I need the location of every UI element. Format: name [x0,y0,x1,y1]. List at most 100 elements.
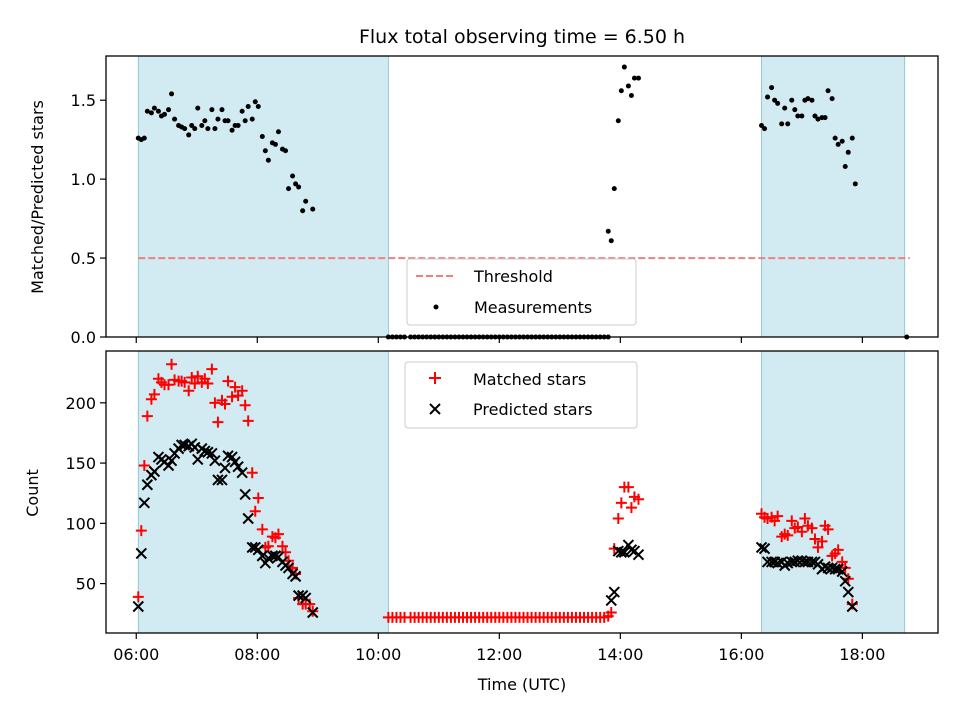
measurement-point [525,334,531,340]
matched-star-point [206,363,218,375]
predicted-legend-label: Predicted stars [473,400,593,419]
matched-star-point [806,522,818,534]
measurement-point [775,100,781,106]
predicted-star-point [165,454,178,467]
matched-star-point [772,510,784,522]
top-axis-ticks: 0.0 0.5 1.0 1.5 [71,91,863,347]
measurement-point [155,108,161,114]
measurement-point [402,334,408,340]
bottom-y-tick-label: 150 [65,454,96,473]
predicted-star-point [605,594,617,607]
measurement-point [625,83,631,89]
matched-star-point [141,410,153,422]
measurement-point [537,334,543,340]
measurement-point [182,126,188,132]
measurement-point [508,334,514,340]
predicted-star-point [219,462,231,474]
measurement-point [242,118,248,124]
matched-star-point [252,492,264,504]
matched-star-point [132,591,144,603]
predicted-star-point [148,465,161,478]
measurement-point [549,334,555,340]
matched-star-point [166,358,178,370]
top-y-tick-label: 0.5 [71,249,96,268]
measurement-point [585,334,591,340]
matched-star-point [632,493,644,505]
matched-star-point [786,515,798,527]
bottom-x-tick-label: 18:00 [839,645,885,664]
measurement-point [189,122,195,128]
measurement-point [601,334,607,340]
measurement-point [144,108,150,114]
measurement-point [172,116,178,122]
matched-star-point [272,528,284,540]
measurement-point [573,334,579,340]
measurement-point [300,208,306,214]
measurement-point [255,104,261,110]
measurement-point [769,85,775,91]
bottom-x-tick-label: 06:00 [113,645,159,664]
measurement-point [631,75,637,81]
measurement-point [484,334,490,340]
top-shaded-region [137,55,389,338]
measurement-point [464,334,470,340]
matched-star-point [212,416,224,428]
bottom-panel: 50 100 150 200 06:00 08:00 10:00 12:00 14:00 16:0… [23,350,939,694]
predicted-star-point [839,575,851,587]
matched-star-point [832,544,844,556]
bottom-legend-box [404,361,638,429]
bottom-legend[interactable]: Matched stars Predicted stars [404,361,638,429]
measurement-point [516,334,522,340]
measurement-point [440,334,446,340]
matched-star-point [799,513,811,525]
predicted-star-point [135,547,148,560]
measurement-point [212,126,218,132]
bottom-axis-ticks: 50 100 150 200 06:00 08:00 10:00 12:00 14:00 16:0… [65,394,885,664]
matched-star-point [138,459,150,471]
predicted-star-point [299,592,312,604]
matched-star-point [782,529,794,541]
bottom-x-tick-label: 10:00 [355,645,401,664]
measurement-point [618,88,624,94]
bottom-shaded-regions [137,350,906,634]
measurement-point [789,97,795,103]
predicted-star-point [608,586,620,598]
matched-star-point [822,523,834,535]
measurement-point [225,118,231,124]
measurement-point [283,148,289,154]
top-y-axis-title: Matched/Predicted stars [28,100,47,294]
matched-star-point [239,399,251,411]
bottom-y-tick-label: 100 [65,514,96,533]
measurement-point [161,111,167,117]
measurement-point [249,116,255,122]
matched-star-point [222,375,234,387]
predicted-star-point [232,460,244,473]
matched-star-point [796,526,808,538]
measurement-point [416,334,422,340]
top-legend[interactable]: Threshold Measurements [406,258,637,326]
matched-star-point [262,540,274,552]
measurement-point [561,334,567,340]
bottom-data-points [132,358,858,623]
measurement-point [635,75,641,81]
predicted-star-point [632,548,645,561]
measurement-point [235,122,241,128]
predicted-star-point [625,544,638,556]
matched-star-point [236,385,248,397]
measurement-point [219,107,225,113]
predicted-star-point [758,542,771,555]
predicted-star-point [206,447,218,460]
measurement-point [512,334,518,340]
bottom-x-tick-label: 08:00 [234,645,280,664]
threshold-legend-label: Threshold [473,267,553,286]
measurement-point [385,334,391,340]
predicted-star-point [212,474,224,486]
measurement-point [839,138,845,144]
matched-star-point [183,385,195,397]
measurement-point [420,334,426,340]
measurement-point [265,157,271,163]
measurement-point [293,181,299,187]
predicted-star-point [292,589,305,602]
measurement-point [533,334,539,340]
